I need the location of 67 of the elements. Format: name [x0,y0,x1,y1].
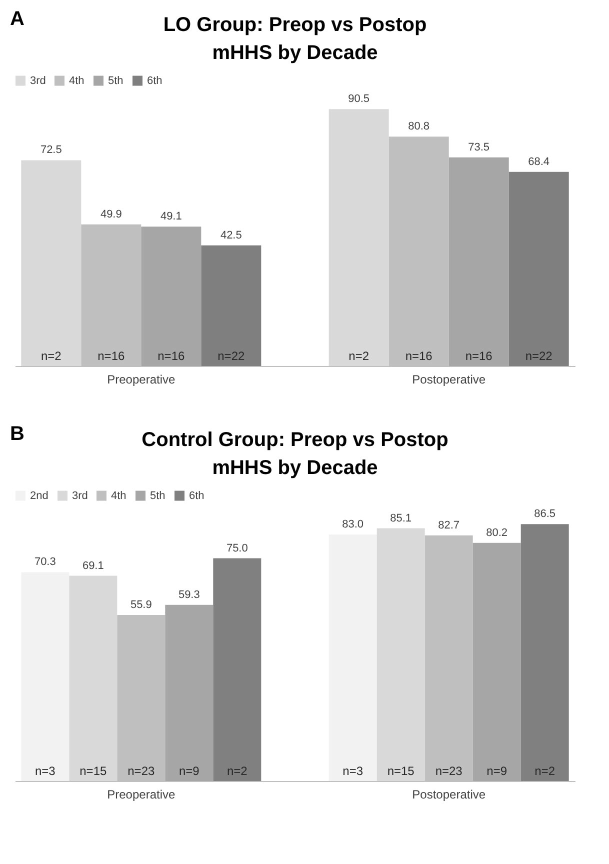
bar [165,604,214,781]
annotation: n=3 [34,764,56,778]
legend-label: 4th [69,74,84,87]
annotation: n=23 [435,764,463,778]
bar [472,542,521,781]
annotation: n=16 [465,349,493,363]
data-label: 82.7 [438,519,460,532]
chart-title: LO Group: Preop vs Postop mHHS by Decade [163,14,427,64]
bar [201,245,262,366]
legend-label: 4th [111,490,126,502]
data-label: 73.5 [468,141,490,154]
bar [328,534,377,781]
legend-label: 5th [108,74,124,87]
bar [21,160,82,366]
data-label: 86.5 [534,508,556,520]
data-label: 80.8 [408,120,430,133]
bar [213,558,262,781]
data-label: 49.9 [100,208,122,220]
bar [141,226,202,366]
bar [21,572,70,781]
data-label: 72.5 [40,144,62,156]
data-label: 49.1 [160,210,182,223]
bar [448,157,509,366]
data-label: 42.5 [220,229,242,242]
legend-label: 3rd [30,74,46,87]
annotation: n=23 [128,764,155,778]
data-label: 70.3 [34,556,56,568]
annotation: n=15 [80,764,107,778]
annotation: n=22 [218,349,245,363]
data-label: 85.1 [390,512,412,524]
x-tick-label: Preoperative [107,372,176,386]
legend-label: 6th [147,74,162,87]
data-label: 59.3 [178,588,200,601]
data-label: 83.0 [342,518,364,531]
legend-label: 6th [189,490,204,502]
annotation: n=2 [226,764,248,778]
annotation: n=16 [405,349,433,363]
annotation: n=22 [525,349,553,363]
chart-title: Control Group: Preop vs Postop mHHS by Decade [142,429,448,479]
legend-label: 5th [150,490,166,502]
annotation: n=3 [342,764,364,778]
annotation: n=16 [158,349,185,363]
data-label: 80.2 [486,526,508,539]
bar [69,576,118,781]
bar [520,524,569,781]
x-tick-label: Postoperative [412,788,486,802]
annotation: n=2 [348,349,370,363]
x-tick-label: Postoperative [412,372,486,386]
annotation: n=15 [387,764,415,778]
data-label: 55.9 [130,599,152,612]
bar [376,528,425,781]
annotation: n=2 [40,349,62,363]
bar [328,109,389,366]
data-label: 68.4 [528,156,550,168]
data-label: 75.0 [226,542,248,554]
data-label: 69.1 [82,560,104,572]
annotation: n=9 [486,764,508,778]
bar [508,172,569,366]
annotation: n=16 [98,349,125,363]
legend-label: 3rd [72,490,88,502]
x-tick-label: Preoperative [107,788,176,802]
annotation: n=2 [534,764,556,778]
legend-label: 2nd [30,490,48,502]
text: B [10,423,24,446]
annotation: n=9 [178,764,200,778]
data-label: 90.5 [348,93,370,106]
text: A [10,8,24,31]
